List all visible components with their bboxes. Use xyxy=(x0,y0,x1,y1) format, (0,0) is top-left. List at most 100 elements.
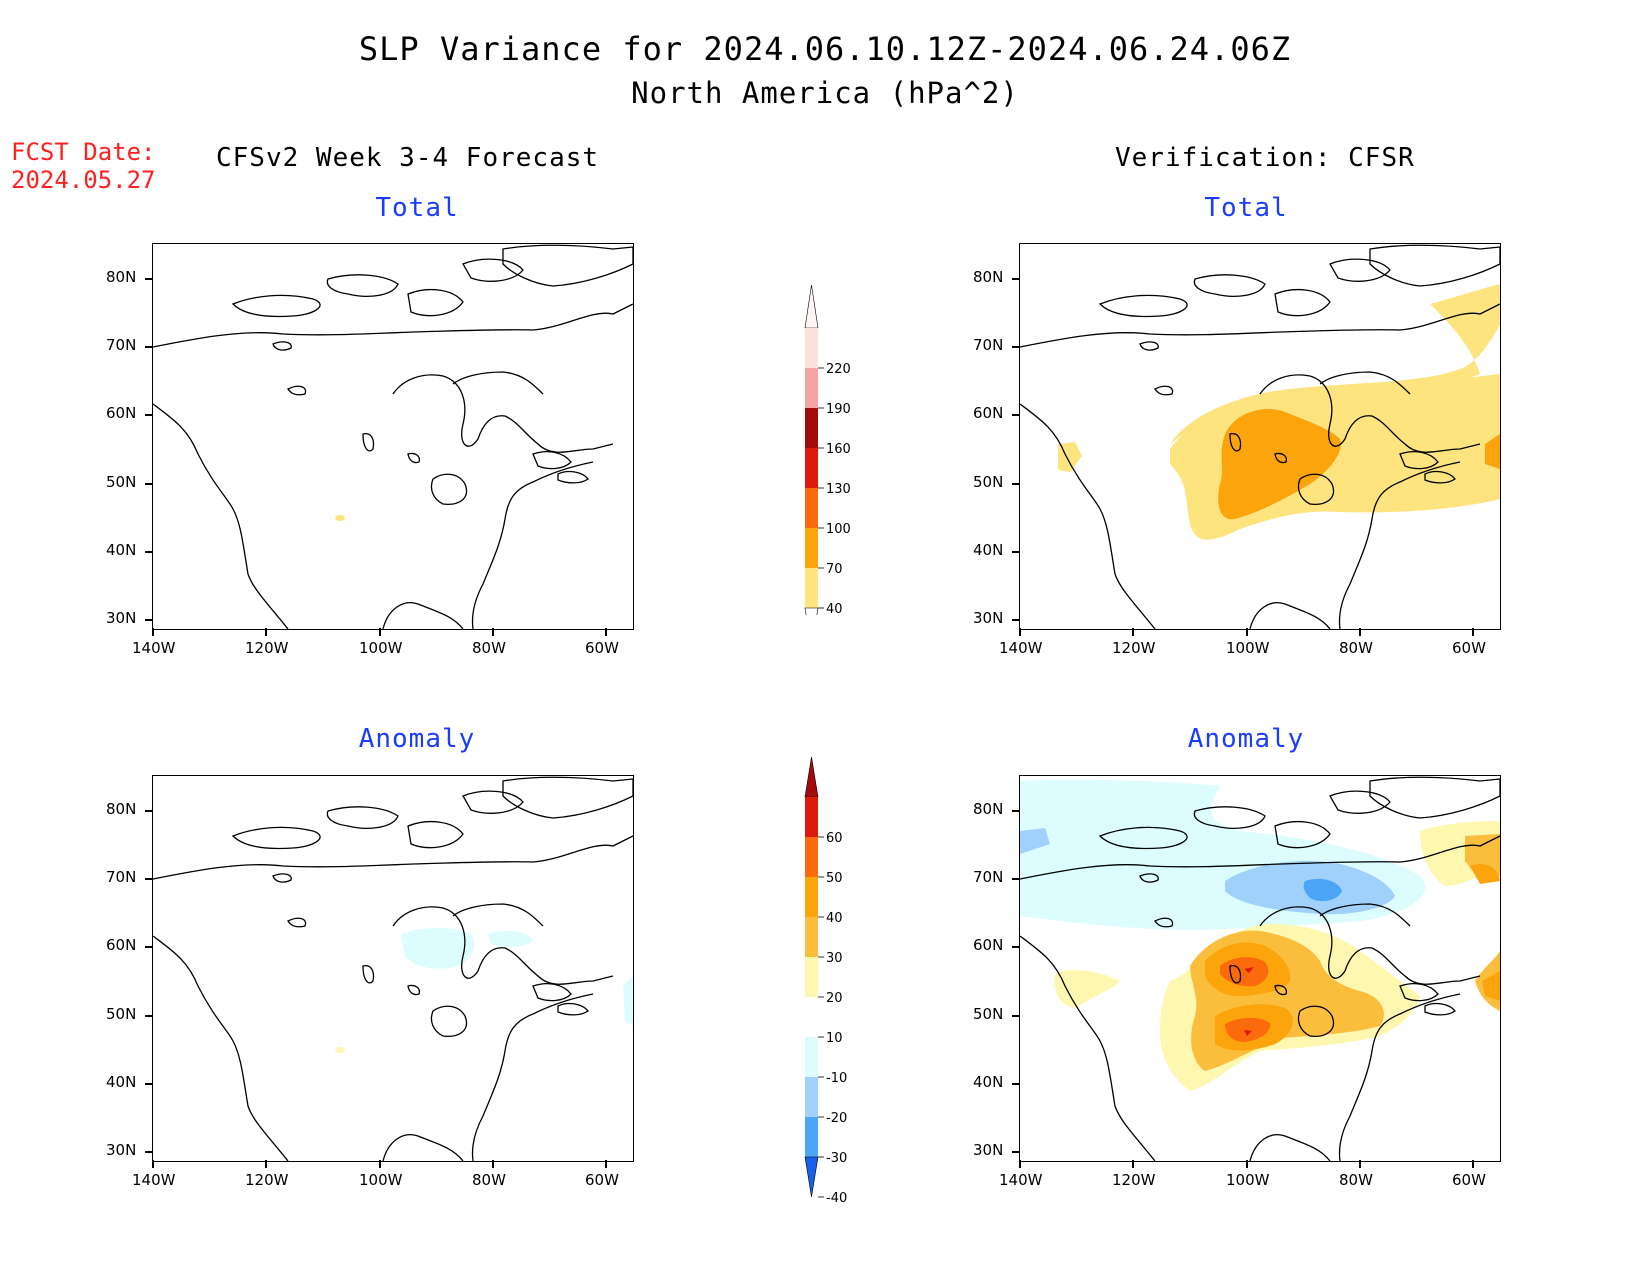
lon-tick-label: 120W xyxy=(1112,1171,1156,1189)
coastline xyxy=(557,470,589,484)
coastline xyxy=(1193,806,1266,829)
colorbar-bottom-arrow xyxy=(804,1156,819,1198)
lat-tick-label: 50N xyxy=(106,473,137,491)
colorbar-top-arrow xyxy=(804,757,819,798)
lat-tick xyxy=(145,878,153,880)
lat-tick xyxy=(145,346,153,348)
lat-tick xyxy=(1012,1015,1020,1017)
lat-tick xyxy=(1012,878,1020,880)
coastline xyxy=(1020,303,1500,348)
coastline xyxy=(471,461,594,629)
colorbar-label: 160 xyxy=(826,442,851,457)
coastline xyxy=(231,826,321,850)
coastline xyxy=(1399,451,1439,470)
lon-tick-label: 120W xyxy=(1112,639,1156,657)
coastline xyxy=(326,806,399,829)
coastline xyxy=(1249,1134,1331,1161)
coastline xyxy=(1229,433,1242,452)
lon-tick-label: 60W xyxy=(1452,1171,1486,1189)
coastline xyxy=(1020,403,1156,629)
lon-tick-label: 80W xyxy=(472,1171,506,1189)
colorbar-label: -10 xyxy=(826,1071,847,1086)
lat-tick-label: 30N xyxy=(973,609,1004,627)
ver-anomaly-map xyxy=(1019,775,1501,1162)
coastline xyxy=(557,1002,589,1016)
coastline xyxy=(1297,473,1335,505)
coastline xyxy=(1274,452,1288,464)
colorbar-segment xyxy=(805,837,818,877)
colorbar-label: -20 xyxy=(826,1111,847,1126)
lat-tick-label: 40N xyxy=(973,1073,1004,1091)
lat-tick xyxy=(145,483,153,485)
lat-tick-label: 50N xyxy=(973,473,1004,491)
coastline xyxy=(153,935,289,1161)
anomaly-colorbar: 60 50 40 30 20 10 -10 -20 -30 -40 xyxy=(800,757,870,1207)
coastline xyxy=(382,602,464,629)
lon-tick-label: 140W xyxy=(999,1171,1043,1189)
lat-tick xyxy=(1012,278,1020,280)
coastline xyxy=(430,473,468,505)
colorbar-label: 100 xyxy=(826,522,851,537)
coastline xyxy=(362,965,375,984)
ver-total-title: Total xyxy=(1204,193,1288,223)
colorbar-label: 190 xyxy=(826,402,851,417)
lon-tick-label: 140W xyxy=(132,1171,176,1189)
coastline xyxy=(392,906,614,985)
colorbar-bottom-arrow xyxy=(804,607,819,615)
lon-tick-label: 100W xyxy=(359,1171,403,1189)
coastline xyxy=(287,917,307,928)
lon-tick xyxy=(1472,628,1474,636)
coastline xyxy=(452,903,544,927)
coastline xyxy=(1297,1005,1335,1037)
lat-tick xyxy=(1012,483,1020,485)
fcst-anomaly-title: Anomaly xyxy=(358,724,476,754)
colorbar-label: 50 xyxy=(826,871,843,886)
coastline xyxy=(231,294,321,318)
lon-tick xyxy=(605,628,607,636)
lon-tick-label: 140W xyxy=(132,639,176,657)
coastline xyxy=(1259,906,1481,985)
lat-tick-label: 80N xyxy=(973,800,1004,818)
ver-total-map xyxy=(1019,243,1501,630)
coastline xyxy=(272,341,292,351)
total-colorbar: 220 190 160 130 100 70 40 xyxy=(800,285,870,615)
colorbar-segment xyxy=(805,1077,818,1117)
coastline xyxy=(1229,965,1242,984)
lat-tick xyxy=(1012,619,1020,621)
lon-tick-label: 100W xyxy=(1226,639,1270,657)
colorbar-segment xyxy=(805,368,818,408)
lon-tick xyxy=(1246,628,1248,636)
colorbar-label: -40 xyxy=(826,1191,847,1206)
coastline xyxy=(1274,820,1331,849)
lon-tick xyxy=(492,628,494,636)
coastline xyxy=(1274,288,1331,317)
coastline xyxy=(462,258,524,282)
coastline xyxy=(1139,873,1159,883)
lon-tick-label: 80W xyxy=(1339,1171,1373,1189)
lon-tick-label: 100W xyxy=(359,639,403,657)
coastline xyxy=(1329,790,1391,814)
lat-tick xyxy=(1012,1083,1020,1085)
colorbar-segment xyxy=(805,528,818,568)
coastline xyxy=(1098,294,1188,318)
coastline xyxy=(452,371,544,395)
coastline xyxy=(1193,274,1266,297)
colorbar-segment xyxy=(805,448,818,488)
lon-tick xyxy=(265,1160,267,1168)
colorbar-label: 60 xyxy=(826,831,843,846)
lat-tick xyxy=(1012,1151,1020,1153)
right-column-title: Verification: CFSR xyxy=(1115,143,1415,173)
coastline xyxy=(430,1005,468,1037)
lat-tick-label: 60N xyxy=(973,936,1004,954)
colorbar-segment xyxy=(805,877,818,917)
coastline xyxy=(153,835,633,880)
lat-tick-label: 60N xyxy=(973,404,1004,422)
lon-tick xyxy=(1132,628,1134,636)
lat-tick-label: 70N xyxy=(106,868,137,886)
lon-tick-label: 60W xyxy=(585,1171,619,1189)
lat-tick xyxy=(145,1083,153,1085)
coastline xyxy=(1369,776,1500,819)
coastline xyxy=(1020,935,1156,1161)
lat-tick xyxy=(1012,414,1020,416)
lon-tick xyxy=(1359,1160,1361,1168)
